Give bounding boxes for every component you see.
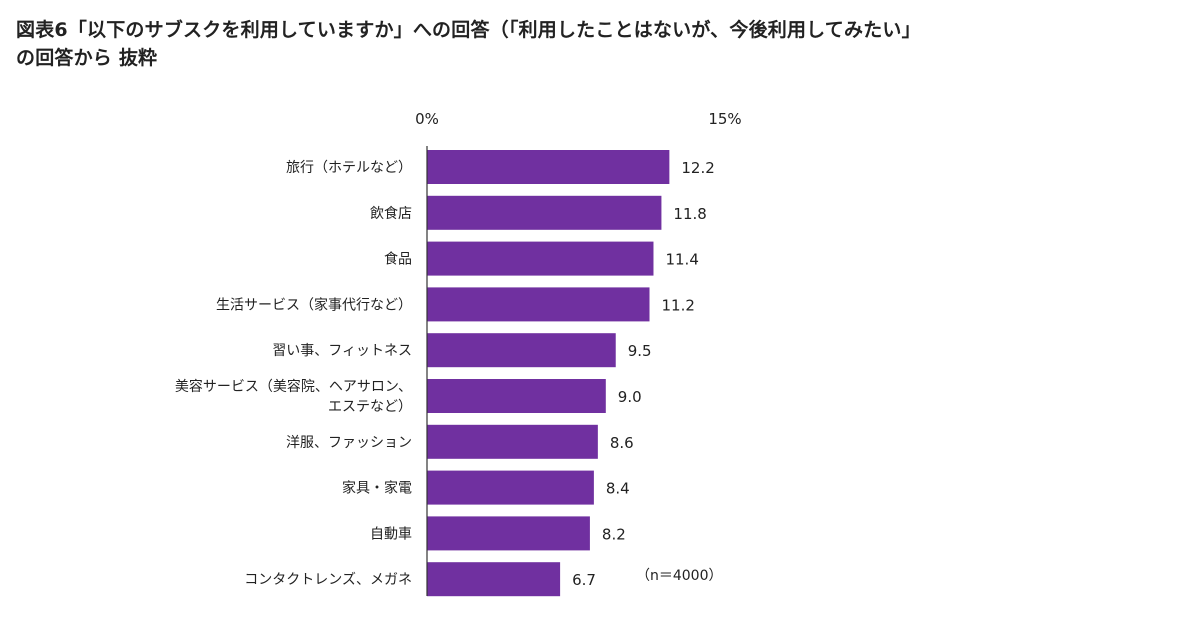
axis-ticks: 0% 15% bbox=[415, 110, 742, 128]
category-label-7: 家具・家電 bbox=[342, 480, 412, 497]
value-label-6: 8.6 bbox=[610, 434, 634, 452]
category-label-2: 食品 bbox=[384, 251, 412, 268]
bars-group bbox=[427, 150, 670, 597]
value-labels: 12.2 11.8 11.4 11.2 9.5 9.0 8.6 8.4 8.2 6.7 bbox=[572, 159, 715, 589]
chart-title-line-2: の回答から 抜粋 bbox=[16, 47, 158, 69]
bar-8 bbox=[427, 516, 590, 551]
value-label-3: 11.2 bbox=[662, 296, 695, 314]
bar-6 bbox=[427, 424, 598, 459]
value-label-4: 9.5 bbox=[628, 342, 652, 360]
tick-label-0: 0% bbox=[415, 110, 439, 128]
bar-7 bbox=[427, 470, 594, 505]
category-label-4: 習い事、フィットネス bbox=[272, 343, 412, 359]
value-label-7: 8.4 bbox=[606, 480, 630, 498]
bar-3 bbox=[427, 287, 650, 322]
category-label-5-line-1: エステなど） bbox=[328, 399, 412, 415]
value-label-1: 11.8 bbox=[673, 205, 706, 223]
category-label-9: コンタクトレンズ、メガネ bbox=[244, 572, 412, 588]
category-label-8: 自動車 bbox=[370, 525, 412, 542]
bar-9 bbox=[427, 562, 561, 597]
value-label-5: 9.0 bbox=[618, 388, 642, 406]
bar-1 bbox=[427, 195, 662, 230]
chart-title: 図表6「以下のサブスクを利用していますか」への回答（「利用したことはないが、今後… bbox=[16, 16, 1186, 72]
category-label-1: 飲食店 bbox=[370, 205, 412, 222]
category-label-5-line-0: 美容サービス（美容院、ヘアサロン、 bbox=[175, 378, 412, 395]
bar-0 bbox=[427, 150, 670, 184]
category-label-0: 旅行（ホテルなど） bbox=[286, 160, 412, 176]
category-label-3: 生活サービス（家事代行など） bbox=[216, 296, 412, 313]
category-label-6: 洋服、ファッション bbox=[286, 435, 412, 451]
value-label-8: 8.2 bbox=[602, 525, 626, 543]
value-label-2: 11.4 bbox=[665, 251, 698, 269]
tick-label-1: 15% bbox=[708, 110, 741, 128]
bar-4 bbox=[427, 333, 616, 368]
bar-2 bbox=[427, 241, 654, 276]
sample-size-note: （n＝4000） bbox=[636, 568, 723, 584]
bar-5 bbox=[427, 379, 606, 413]
value-label-9: 6.7 bbox=[572, 571, 596, 589]
chart-title-line-1: 図表6「以下のサブスクを利用していますか」への回答（「利用したことはないが、今後… bbox=[16, 19, 921, 41]
value-label-0: 12.2 bbox=[681, 159, 714, 177]
